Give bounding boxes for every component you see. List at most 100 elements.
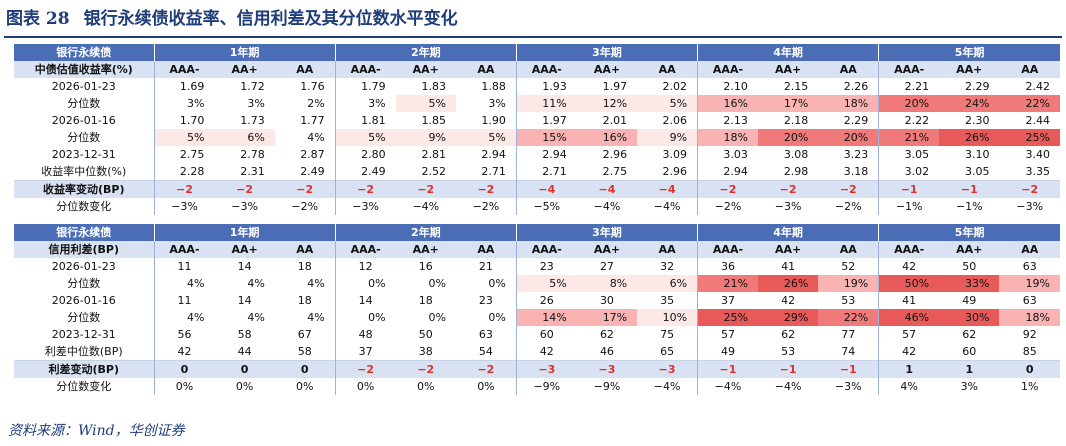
table-cell: 25% — [697, 309, 758, 326]
table-cell: −4 — [515, 180, 577, 198]
tenor-header: 5年期 — [878, 44, 1060, 61]
table-row: 利差变动(BP) 0 0 0 −2 −2 −2 −3 −3 −3 −1 −1 −1 1 1 0 — [14, 360, 1060, 378]
table-sub-label: 信用利差(BP) — [14, 241, 155, 258]
table-cell: 16% — [697, 95, 758, 112]
table-cell: 3% — [153, 95, 215, 112]
table-cell: 65 — [660, 345, 675, 358]
table-cell: 18% — [818, 95, 879, 112]
table-cell: 3.03 — [697, 146, 758, 163]
table-cell: 18% — [999, 309, 1060, 326]
table-cell: −2 — [334, 180, 396, 198]
table-cell: 56 — [153, 326, 215, 343]
table-cell: 0% — [428, 277, 446, 290]
table-cell: 19% — [818, 275, 879, 292]
table-cell: 0% — [477, 380, 495, 393]
table-cell: 2.49 — [300, 165, 325, 178]
table-cell: 1.85 — [421, 114, 446, 127]
table-cell: 62 — [599, 328, 614, 341]
table-cell: 5% — [334, 129, 396, 146]
tenor-header: 4年期 — [697, 224, 879, 241]
table-cell: 1.90 — [481, 114, 506, 127]
table-cell: 12 — [334, 258, 396, 275]
row-label: 分位数 — [67, 97, 101, 110]
table-cell: 9% — [637, 129, 698, 146]
table-cell: 11 — [153, 258, 215, 275]
table-cell: 48 — [334, 326, 396, 343]
table-cell: 10% — [637, 309, 698, 326]
table-cell: 52 — [841, 260, 856, 273]
table-cell: 2.13 — [697, 112, 758, 129]
table-row: 分位数 5% 6% 4% 5% 9% 5% 15% 16% 9% 18% 20% 20% 21% 26% 25… — [14, 129, 1060, 146]
table-cell: 16% — [576, 129, 638, 146]
tenor-header: 2年期 — [334, 224, 517, 241]
table-row: 分位数 4% 4% 4% 0% 0% 0% 14% 17% 10% 25% 29% 22% 46% 30% 1… — [14, 309, 1060, 326]
table-cell: 2.15 — [783, 80, 809, 93]
table-cell: 4% — [878, 378, 940, 395]
table-row: 利差中位数(BP) 42 44 58 37 38 54 42 46 65 49 53 74 42 60 85 — [14, 343, 1060, 361]
table-cell: 1.79 — [334, 78, 396, 95]
table-cell: 75 — [660, 328, 675, 341]
table-cell: −2 — [818, 180, 879, 198]
table-cell: 32 — [660, 260, 675, 273]
rating-header: AA — [999, 61, 1060, 78]
table-cell: 0% — [334, 378, 396, 395]
table-cell: 38 — [418, 345, 433, 358]
title-rule — [4, 36, 1062, 38]
table-cell: 2.21 — [878, 78, 940, 95]
table-cell: 1.83 — [421, 80, 446, 93]
table-cell: 18 — [297, 294, 312, 307]
table-cell: 63 — [1022, 294, 1037, 307]
table-row: 分位数 3% 3% 2% 3% 5% 3% 11% 12% 5% 16% 17% 18% 20% 24% 22… — [14, 95, 1060, 112]
table-cell: 2.71 — [515, 163, 577, 181]
rating-header: AAA- — [515, 241, 577, 258]
table-cell: −4% — [697, 378, 758, 395]
table-row: 2023-12-31 2.75 2.78 2.87 2.80 2.81 2.94 2.94 2.… — [14, 146, 1060, 163]
table-cell: 25% — [999, 129, 1060, 146]
rating-header: AA — [637, 241, 698, 258]
table-cell: −2 — [395, 360, 456, 378]
rating-header: AA+ — [576, 61, 638, 78]
table-cell: −1 — [757, 360, 819, 378]
table-cell: 2.30 — [964, 114, 990, 127]
table-cell: 3.35 — [1025, 165, 1051, 178]
table-cell: −3% — [153, 198, 215, 215]
table-cell: 49 — [962, 294, 977, 307]
table-cell: −3 — [515, 360, 577, 378]
table-row: 2026-01-16 11 14 18 14 18 23 26 30 35 37 42 53 41 49 63 — [14, 292, 1060, 309]
row-label: 分位数 — [67, 131, 101, 144]
table-cell: 0% — [488, 277, 506, 290]
row-label: 2023-12-31 — [51, 328, 116, 341]
row-label: 2026-01-16 — [51, 114, 116, 127]
table-cell: 2.80 — [334, 146, 396, 163]
table-cell: 2.42 — [1025, 80, 1051, 93]
table-cell: 6% — [637, 275, 698, 292]
table-cell: 67 — [297, 328, 312, 341]
table-cell: 63 — [1022, 260, 1037, 273]
table-cell: 0 — [214, 360, 275, 378]
row-label: 利差中位数(BP) — [44, 345, 123, 358]
table-cell: 58 — [237, 328, 252, 341]
table-cell: −1 — [939, 180, 1000, 198]
table-cell: 3% — [488, 97, 506, 110]
tenor-header: 5年期 — [878, 224, 1060, 241]
table-cell: 3.09 — [662, 148, 688, 161]
row-label: 分位数 — [67, 311, 101, 324]
table-cell: 60 — [962, 345, 977, 358]
tenor-header: 1年期 — [153, 44, 336, 61]
rating-header: AAA- — [153, 61, 215, 78]
rating-header: AA+ — [214, 61, 275, 78]
table-cell: 0 — [153, 360, 215, 378]
row-label: 2026-01-23 — [51, 80, 116, 93]
table-cell: 2.44 — [1025, 114, 1051, 127]
table-cell: 18 — [297, 260, 312, 273]
table-cell: 5% — [395, 95, 456, 112]
table-cell: −4% — [412, 200, 440, 213]
table-cell: 4% — [153, 275, 215, 292]
table-cell: 16 — [418, 260, 433, 273]
table-cell: −2 — [334, 360, 396, 378]
table-cell: 20% — [818, 129, 879, 146]
table-cell: −4% — [653, 380, 681, 393]
table-cell: −5% — [515, 198, 577, 215]
table-cell: 0% — [296, 380, 314, 393]
table-cell: −4 — [576, 180, 638, 198]
